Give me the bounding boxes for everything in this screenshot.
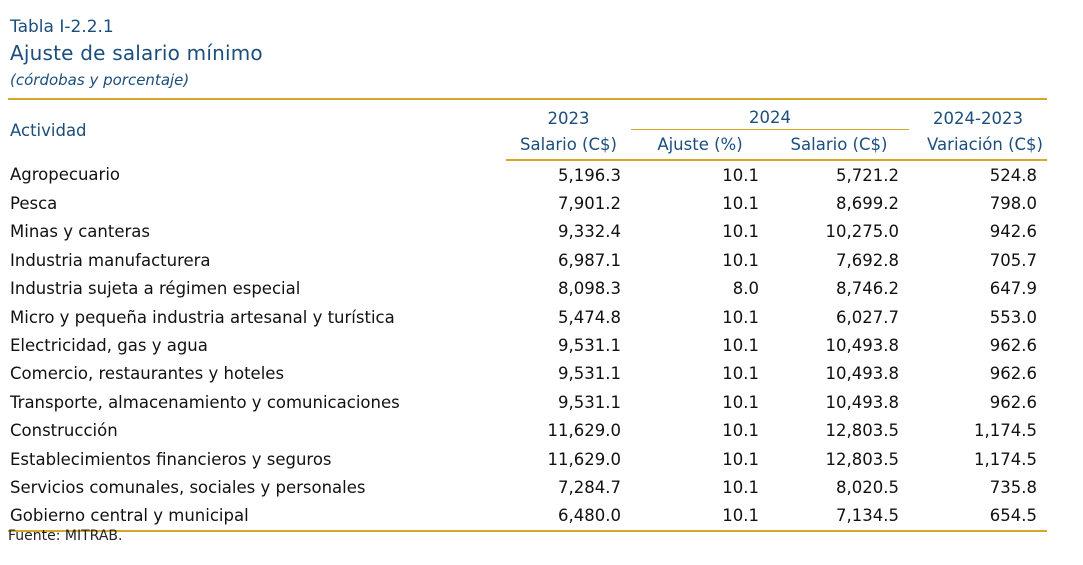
ajuste-cell: 10.1 bbox=[722, 307, 759, 327]
ajuste-cell: 10.1 bbox=[722, 336, 759, 356]
table-header-block: Tabla I-2.2.1 Ajuste de salario mínimo (… bbox=[10, 16, 1050, 92]
ajuste-cell: 10.1 bbox=[722, 194, 759, 214]
year-header-variation: 2024-2023 bbox=[909, 98, 1047, 130]
ajuste-cell: 10.1 bbox=[722, 364, 759, 384]
ajuste-cell: 10.1 bbox=[722, 165, 759, 185]
salario-2024-cell: 10,493.8 bbox=[825, 364, 899, 384]
ajuste-cell: 10.1 bbox=[722, 222, 759, 242]
table-row: Comercio, restaurantes y hoteles 9,531.1 1… bbox=[8, 360, 1047, 388]
ajuste-cell: 8.0 bbox=[732, 279, 759, 299]
salario-2023-cell: 9,332.4 bbox=[558, 222, 621, 242]
salario-2023-cell: 6,480.0 bbox=[506, 501, 631, 533]
salario-2024-cell: 10,493.8 bbox=[825, 336, 899, 356]
salary-table-container: Actividad 2023 2024 2024-2023 Salario (C… bbox=[8, 98, 1047, 533]
table-row: Transporte, almacenamiento y comunicacio… bbox=[8, 388, 1047, 416]
variacion-cell: 705.7 bbox=[989, 250, 1037, 270]
table-row: Minas y canteras 9,332.4 10.1 10,275.0 942.6 bbox=[8, 218, 1047, 246]
salario-2024-cell: 8,746.2 bbox=[836, 279, 899, 299]
variacion-cell: 962.6 bbox=[989, 392, 1037, 412]
table-row: Construcción 11,629.0 10.1 12,803.5 1,174.5 bbox=[8, 417, 1047, 445]
salario-2024-cell: 8,020.5 bbox=[836, 477, 899, 497]
ajuste-cell: 10.1 bbox=[722, 477, 759, 497]
column-header-actividad: Actividad bbox=[8, 98, 506, 160]
table-row: Pesca 7,901.2 10.1 8,699.2 798.0 bbox=[8, 189, 1047, 217]
salario-2024-cell: 12,803.5 bbox=[825, 449, 899, 469]
ajuste-cell: 10.1 bbox=[631, 501, 769, 533]
variacion-cell: 647.9 bbox=[989, 279, 1037, 299]
salario-2024-cell: 8,699.2 bbox=[836, 194, 899, 214]
variacion-cell: 798.0 bbox=[989, 194, 1037, 214]
salario-2023-cell: 7,284.7 bbox=[558, 477, 621, 497]
variacion-cell: 524.8 bbox=[989, 165, 1037, 185]
activity-name-cell: Agropecuario bbox=[10, 165, 121, 185]
ajuste-cell: 10.1 bbox=[722, 392, 759, 412]
salario-2024-cell: 10,493.8 bbox=[825, 392, 899, 412]
year-header-2024: 2024 bbox=[631, 98, 909, 130]
activity-name-cell: Micro y pequeña industria artesanal y tu… bbox=[10, 307, 395, 327]
table-row: Micro y pequeña industria artesanal y tu… bbox=[8, 303, 1047, 331]
year-header-2023: 2023 bbox=[506, 98, 631, 130]
salary-table: Actividad 2023 2024 2024-2023 Salario (C… bbox=[8, 98, 1047, 533]
ajuste-cell: 10.1 bbox=[722, 250, 759, 270]
source-note: Fuente: MITRAB. bbox=[8, 528, 123, 544]
table-row: Establecimientos financieros y seguros 11… bbox=[8, 445, 1047, 473]
salario-2024-cell: 5,721.2 bbox=[836, 165, 899, 185]
activity-name-cell: Gobierno central y municipal bbox=[8, 501, 506, 533]
variacion-cell: 735.8 bbox=[989, 477, 1037, 497]
salario-2024-cell: 10,275.0 bbox=[825, 222, 899, 242]
salario-2023-cell: 9,531.1 bbox=[558, 336, 621, 356]
activity-name-cell: Comercio, restaurantes y hoteles bbox=[10, 364, 285, 384]
column-header-salario-2023: Salario (C$) bbox=[506, 129, 631, 161]
ajuste-cell: 10.1 bbox=[722, 449, 759, 469]
table-row: Industria sujeta a régimen especial 8,098… bbox=[8, 275, 1047, 303]
table-body: Agropecuario 5,196.3 10.1 5,721.2 524.8 Pesca… bbox=[8, 160, 1047, 533]
activity-name-cell: Minas y canteras bbox=[10, 222, 150, 242]
activity-name-cell: Industria sujeta a régimen especial bbox=[10, 279, 301, 299]
variacion-cell: 962.6 bbox=[989, 336, 1037, 356]
table-row: Servicios comunales, sociales y personal… bbox=[8, 473, 1047, 501]
variacion-cell: 1,174.5 bbox=[974, 421, 1037, 441]
salario-2024-cell: 7,134.5 bbox=[769, 501, 909, 533]
salario-2023-cell: 11,629.0 bbox=[547, 421, 621, 441]
salario-2023-cell: 9,531.1 bbox=[558, 392, 621, 412]
salario-2024-cell: 7,692.8 bbox=[836, 250, 899, 270]
salario-2023-cell: 5,474.8 bbox=[558, 307, 621, 327]
table-subtitle: (córdobas y porcentaje) bbox=[10, 71, 190, 89]
variacion-cell: 1,174.5 bbox=[974, 449, 1037, 469]
activity-name-cell: Pesca bbox=[10, 194, 58, 214]
variacion-cell: 553.0 bbox=[989, 307, 1037, 327]
variacion-cell: 962.6 bbox=[989, 364, 1037, 384]
variacion-cell: 654.5 bbox=[909, 501, 1047, 533]
activity-name-cell: Establecimientos financieros y seguros bbox=[10, 449, 332, 469]
salario-2023-cell: 11,629.0 bbox=[547, 449, 621, 469]
activity-name-cell: Servicios comunales, sociales y personal… bbox=[10, 477, 366, 497]
salario-2023-cell: 5,196.3 bbox=[558, 165, 621, 185]
table-row: Agropecuario 5,196.3 10.1 5,721.2 524.8 bbox=[8, 160, 1047, 189]
activity-name-cell: Transporte, almacenamiento y comunicacio… bbox=[10, 392, 400, 412]
table-head: Actividad 2023 2024 2024-2023 Salario (C… bbox=[8, 98, 1047, 161]
salario-2023-cell: 7,901.2 bbox=[558, 194, 621, 214]
column-header-variacion: Variación (C$) bbox=[909, 129, 1047, 161]
table-row: Gobierno central y municipal 6,480.0 10.1 7… bbox=[8, 501, 1047, 533]
table-row: Industria manufacturera 6,987.1 10.1 7,692.… bbox=[8, 246, 1047, 274]
activity-name-cell: Electricidad, gas y agua bbox=[10, 336, 208, 356]
activity-name-cell: Construcción bbox=[10, 421, 118, 441]
activity-name-cell: Industria manufacturera bbox=[10, 250, 211, 270]
table-number: Tabla I-2.2.1 bbox=[10, 17, 114, 37]
column-header-salario-2024: Salario (C$) bbox=[769, 129, 909, 161]
salario-2023-cell: 6,987.1 bbox=[558, 250, 621, 270]
variacion-cell: 942.6 bbox=[989, 222, 1037, 242]
salario-2023-cell: 8,098.3 bbox=[558, 279, 621, 299]
table-title: Ajuste de salario mínimo bbox=[10, 41, 263, 65]
salario-2024-cell: 12,803.5 bbox=[825, 421, 899, 441]
salario-2024-cell: 6,027.7 bbox=[836, 307, 899, 327]
table-row: Electricidad, gas y agua 9,531.1 10.1 10,49… bbox=[8, 331, 1047, 359]
ajuste-cell: 10.1 bbox=[722, 421, 759, 441]
column-header-ajuste: Ajuste (%) bbox=[631, 129, 769, 161]
salario-2023-cell: 9,531.1 bbox=[558, 364, 621, 384]
